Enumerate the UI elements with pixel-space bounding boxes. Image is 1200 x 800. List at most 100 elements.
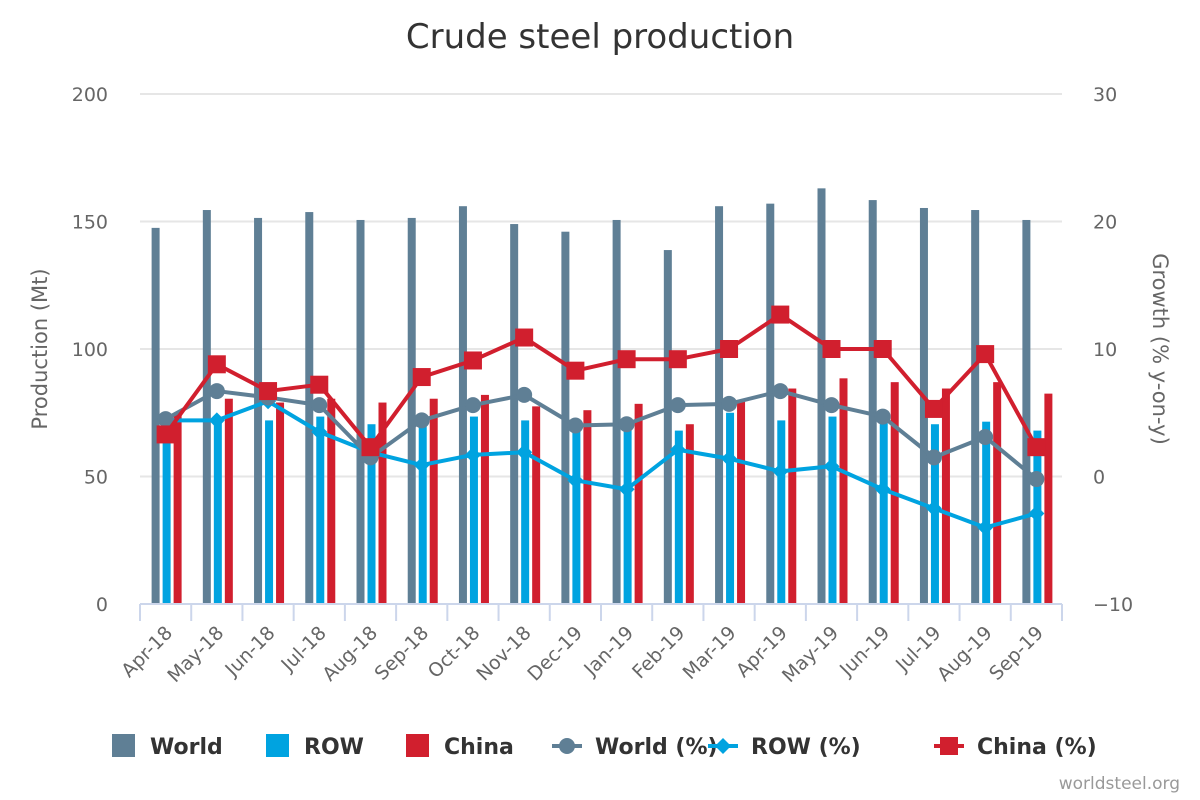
marker-china (156, 425, 175, 444)
bar-world (663, 250, 672, 604)
y2-tick-label: 0 (1093, 467, 1105, 489)
marker-china (720, 340, 739, 358)
bar-china (173, 412, 182, 604)
left-axis-ticks: 0 50 100 150 200 (72, 84, 108, 616)
legend-item-row[interactable]: ROW (266, 734, 364, 760)
bar-china (993, 382, 1002, 604)
marker-row (516, 444, 533, 461)
bar-china (634, 403, 643, 604)
marker-china (566, 361, 585, 380)
bar-world (1022, 219, 1031, 604)
lines (156, 305, 1046, 536)
legend-label: World (%) (595, 735, 718, 760)
chart-title: Crude steel production (406, 17, 794, 57)
legend-item-world[interactable]: World (%) (552, 735, 718, 760)
bar-china (327, 398, 336, 604)
bar-row (367, 424, 376, 604)
line-world (164, 389, 1038, 481)
legend: World ROW China World (%) ROW (%) China (%) (112, 734, 1097, 760)
bar-row (316, 416, 325, 604)
bar-china (276, 402, 285, 604)
bar-row (213, 420, 222, 604)
marker-world (516, 386, 533, 403)
marker-world (157, 411, 174, 428)
legend-item-china[interactable]: China (%) (934, 735, 1097, 760)
bar-row (777, 420, 786, 604)
right-axis-ticks: −10 0 10 20 30 (1093, 84, 1133, 616)
marker-china (1027, 438, 1046, 457)
y2-tick-label: 30 (1093, 84, 1117, 106)
x-tick-label: Aug-19 (933, 622, 997, 686)
legend-label: China (%) (977, 735, 1097, 760)
credit-text[interactable]: worldsteel.org (1059, 774, 1180, 794)
x-tick-label: Jan-19 (579, 622, 638, 681)
bar-row (726, 412, 735, 604)
legend-swatch-row (266, 734, 289, 757)
marker-world (669, 397, 686, 414)
bar-world (407, 217, 416, 604)
line-china (163, 312, 1039, 450)
bar-world (510, 224, 519, 605)
bar-world (971, 210, 980, 604)
bar-china (429, 398, 438, 604)
marker-china (873, 340, 892, 358)
marker-row (874, 481, 891, 498)
marker-row (464, 446, 481, 463)
marker-china (668, 350, 687, 369)
legend-item-world[interactable]: World (112, 734, 223, 760)
marker-world (618, 416, 635, 433)
bar-row (469, 416, 478, 604)
bar-world (868, 200, 877, 604)
marker-world (823, 397, 840, 414)
bar-row (623, 422, 632, 604)
y2-axis-title: Growth (% y-on-y) (1148, 253, 1172, 445)
bar-world (356, 219, 365, 604)
bar-china (1044, 393, 1053, 604)
y-tick-label: 200 (72, 84, 108, 106)
legend-swatch-world (112, 734, 135, 757)
bar-row (418, 424, 427, 604)
marker-china (515, 328, 534, 347)
marker-row (1028, 505, 1045, 522)
bar-world (305, 212, 314, 604)
x-tick-label: May-19 (778, 622, 843, 687)
y2-tick-label: 10 (1093, 339, 1117, 361)
marker-row (208, 412, 225, 429)
marker-world (925, 449, 942, 466)
bar-world (612, 219, 621, 604)
legend-item-row[interactable]: ROW (%) (708, 735, 861, 760)
marker-row (925, 500, 942, 517)
x-tick-label: Jun-19 (835, 622, 894, 681)
marker-china (771, 305, 790, 324)
marker-china (259, 382, 278, 401)
y-tick-label: 100 (72, 339, 108, 361)
legend-label: ROW (%) (751, 735, 861, 760)
marker-china (463, 351, 482, 370)
legend-label: China (444, 735, 514, 760)
marker-row (772, 463, 789, 480)
legend-label: World (150, 735, 223, 760)
marker-china (617, 350, 636, 369)
marker-china (361, 438, 380, 457)
marker-china (207, 355, 226, 374)
marker-china (412, 368, 431, 387)
marker-world (413, 412, 430, 429)
line-row (165, 399, 1037, 530)
legend-item-china[interactable]: China (406, 734, 514, 760)
marker-world (1028, 471, 1045, 488)
marker-world (567, 417, 584, 434)
bar-china (583, 410, 592, 604)
bar-row (572, 425, 581, 604)
marker-china (976, 345, 995, 364)
marker-row (669, 441, 686, 458)
marker-world (874, 408, 891, 425)
bar-row (828, 416, 837, 604)
marker-row (721, 450, 738, 467)
y-tick-label: 0 (96, 594, 108, 616)
bar-china (941, 388, 950, 604)
gridlines (140, 93, 1062, 478)
marker-row (977, 519, 994, 536)
bar-row (879, 412, 888, 604)
legend-marker-world (559, 738, 575, 754)
